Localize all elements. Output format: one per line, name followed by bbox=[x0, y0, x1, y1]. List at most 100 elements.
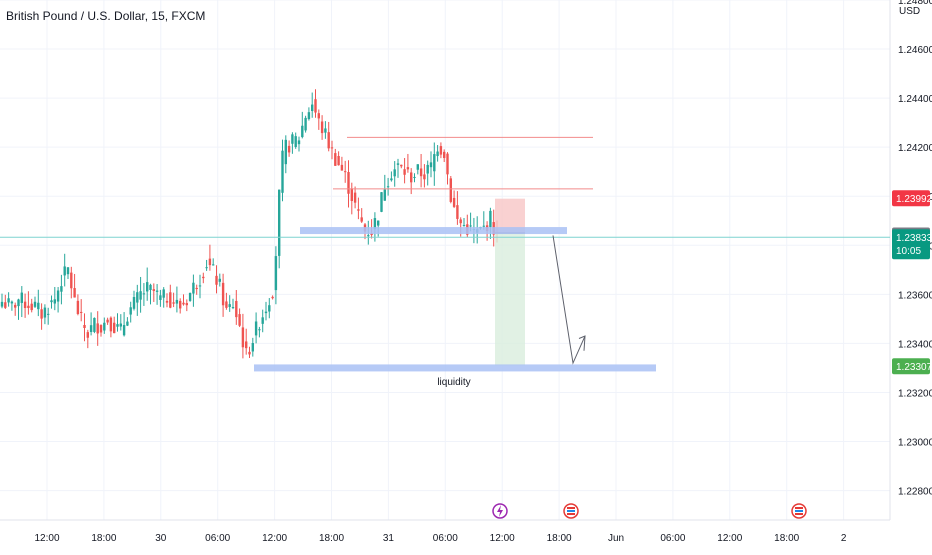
candle bbox=[383, 174, 386, 201]
candle-body bbox=[294, 136, 297, 148]
candle bbox=[185, 299, 188, 312]
candle bbox=[142, 283, 146, 306]
y-tick-label: 1.23600 bbox=[898, 290, 932, 301]
candle bbox=[0, 293, 4, 309]
candle bbox=[261, 309, 264, 333]
y-tick-label: 1.24600 bbox=[898, 45, 932, 56]
candle bbox=[297, 136, 301, 152]
candle bbox=[7, 292, 10, 307]
candle bbox=[403, 158, 406, 184]
candle-body bbox=[287, 145, 291, 153]
candle-body bbox=[169, 292, 172, 308]
candle bbox=[311, 92, 314, 118]
candle-body bbox=[245, 341, 248, 349]
candle-body bbox=[317, 113, 320, 119]
projection-arrowhead bbox=[578, 335, 586, 351]
candle-body bbox=[462, 225, 466, 227]
candle bbox=[251, 337, 254, 357]
y-tick-label: 1.22800 bbox=[898, 487, 932, 498]
candle bbox=[416, 164, 419, 175]
candle bbox=[17, 298, 20, 320]
flag-stripe bbox=[795, 510, 803, 512]
x-tick-label: 06:00 bbox=[433, 533, 458, 544]
candle bbox=[33, 296, 37, 309]
candle-body bbox=[429, 162, 433, 168]
candle-body bbox=[347, 172, 350, 194]
candle-body bbox=[10, 301, 14, 304]
candle-body bbox=[126, 321, 129, 326]
candle bbox=[314, 89, 317, 118]
candle bbox=[221, 273, 225, 317]
candle-body bbox=[258, 329, 261, 331]
candle bbox=[386, 177, 390, 196]
y-tick-label: 1.23200 bbox=[898, 388, 932, 399]
candle-body bbox=[119, 323, 122, 327]
candle-body bbox=[93, 317, 96, 332]
x-tick-label: 18:00 bbox=[774, 533, 799, 544]
candle bbox=[433, 142, 436, 186]
candle bbox=[155, 284, 159, 305]
flag-stripe bbox=[567, 507, 575, 509]
flag-stripe bbox=[795, 513, 803, 515]
candle-body bbox=[80, 311, 83, 313]
candle-body bbox=[208, 258, 212, 266]
candle-body bbox=[393, 169, 396, 177]
candle bbox=[439, 142, 443, 159]
candle-body bbox=[103, 322, 106, 331]
candle-body bbox=[433, 154, 436, 172]
candle bbox=[129, 301, 132, 323]
flag-stripe bbox=[795, 507, 803, 509]
candle-body bbox=[241, 327, 245, 348]
candle-body bbox=[106, 319, 109, 323]
candle-body bbox=[271, 296, 274, 299]
candle-body bbox=[380, 192, 383, 212]
candle-body bbox=[307, 112, 311, 120]
candle-body bbox=[20, 292, 23, 303]
x-tick-label: 06:00 bbox=[660, 533, 685, 544]
candle-body bbox=[122, 325, 126, 336]
price-badge-bg bbox=[892, 190, 930, 207]
candle bbox=[327, 121, 330, 152]
y-tick-label: 1.24800 bbox=[898, 0, 932, 7]
candle-body bbox=[218, 278, 221, 282]
candle-body bbox=[0, 301, 4, 307]
candle-body bbox=[76, 300, 80, 314]
candle bbox=[4, 294, 7, 310]
candle-body bbox=[383, 189, 386, 201]
candle bbox=[426, 160, 429, 186]
candle bbox=[353, 186, 357, 209]
candle-body bbox=[330, 147, 334, 149]
candle-body bbox=[254, 321, 258, 336]
candle bbox=[96, 311, 99, 346]
candle bbox=[231, 298, 235, 310]
candle-body bbox=[446, 153, 449, 175]
candle bbox=[287, 140, 291, 157]
take-profit-box bbox=[495, 233, 525, 366]
candle bbox=[228, 295, 231, 312]
candle-body bbox=[188, 292, 192, 301]
x-tick-label: 12:00 bbox=[717, 533, 742, 544]
candle-body bbox=[63, 266, 66, 276]
candle-body bbox=[162, 289, 165, 298]
flag-stripe bbox=[567, 510, 575, 512]
candle-body bbox=[396, 163, 400, 165]
candle bbox=[37, 289, 40, 317]
candle bbox=[301, 111, 304, 139]
candle-body bbox=[172, 302, 175, 304]
candle bbox=[456, 191, 459, 225]
candle-body bbox=[175, 299, 179, 304]
candle-body bbox=[129, 307, 132, 315]
candle bbox=[320, 115, 324, 140]
event-flag-icon bbox=[563, 503, 579, 519]
candle-body bbox=[14, 304, 17, 308]
candle-body bbox=[419, 168, 423, 177]
y-tick-label: 1.24200 bbox=[898, 143, 932, 154]
candle-body bbox=[268, 305, 271, 312]
candle-body bbox=[400, 164, 403, 167]
candle bbox=[462, 218, 466, 227]
candle-body bbox=[165, 300, 169, 303]
price-badge-label: 1.23833 bbox=[896, 233, 932, 244]
price-badge-label: 1.23992 bbox=[896, 194, 932, 205]
